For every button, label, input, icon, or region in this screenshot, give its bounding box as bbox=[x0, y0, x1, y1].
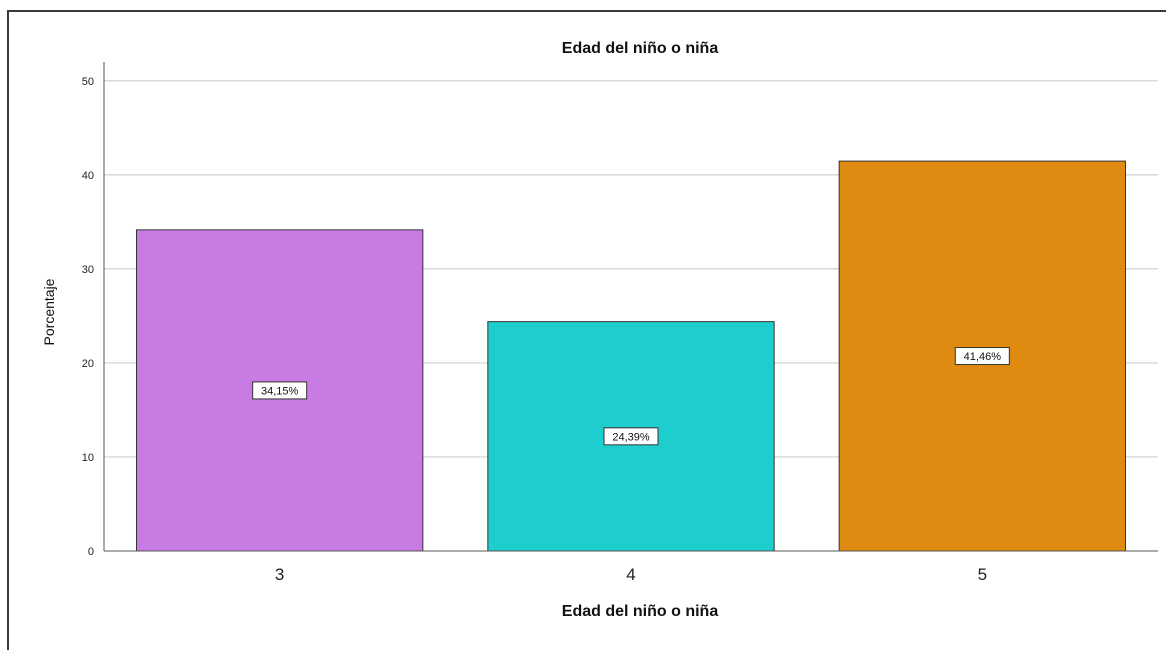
y-tick-label: 0 bbox=[88, 546, 94, 558]
data-label: 34,15% bbox=[261, 385, 299, 397]
y-tick-label: 30 bbox=[82, 264, 94, 276]
x-tick-label: 3 bbox=[275, 565, 284, 584]
data-label-box bbox=[252, 381, 308, 400]
x-axis-label: Edad del niño o niña bbox=[562, 603, 719, 620]
data-labels: 34,15% 24,39% 41,46% bbox=[252, 347, 1010, 446]
x-tick-label: 4 bbox=[626, 565, 635, 584]
data-label: 41,46% bbox=[964, 351, 1002, 363]
y-tick-labels: 0 10 20 30 40 50 bbox=[82, 76, 94, 558]
data-label-box bbox=[954, 347, 1010, 366]
chart-frame bbox=[7, 10, 1166, 650]
x-tick-label: 5 bbox=[978, 565, 987, 584]
y-tick-label: 40 bbox=[82, 170, 94, 182]
y-tick-label: 20 bbox=[82, 358, 94, 370]
y-axis-label: Porcentaje bbox=[41, 278, 57, 345]
y-tick-label: 50 bbox=[82, 76, 94, 88]
bars bbox=[135, 160, 1127, 552]
axes bbox=[103, 62, 1158, 552]
y-tick-label: 10 bbox=[82, 452, 94, 464]
data-label-box bbox=[603, 427, 659, 446]
chart-title: Edad del niño o niña bbox=[562, 40, 719, 57]
x-tick-labels: 3 4 5 bbox=[275, 565, 987, 584]
data-label: 24,39% bbox=[612, 431, 650, 443]
